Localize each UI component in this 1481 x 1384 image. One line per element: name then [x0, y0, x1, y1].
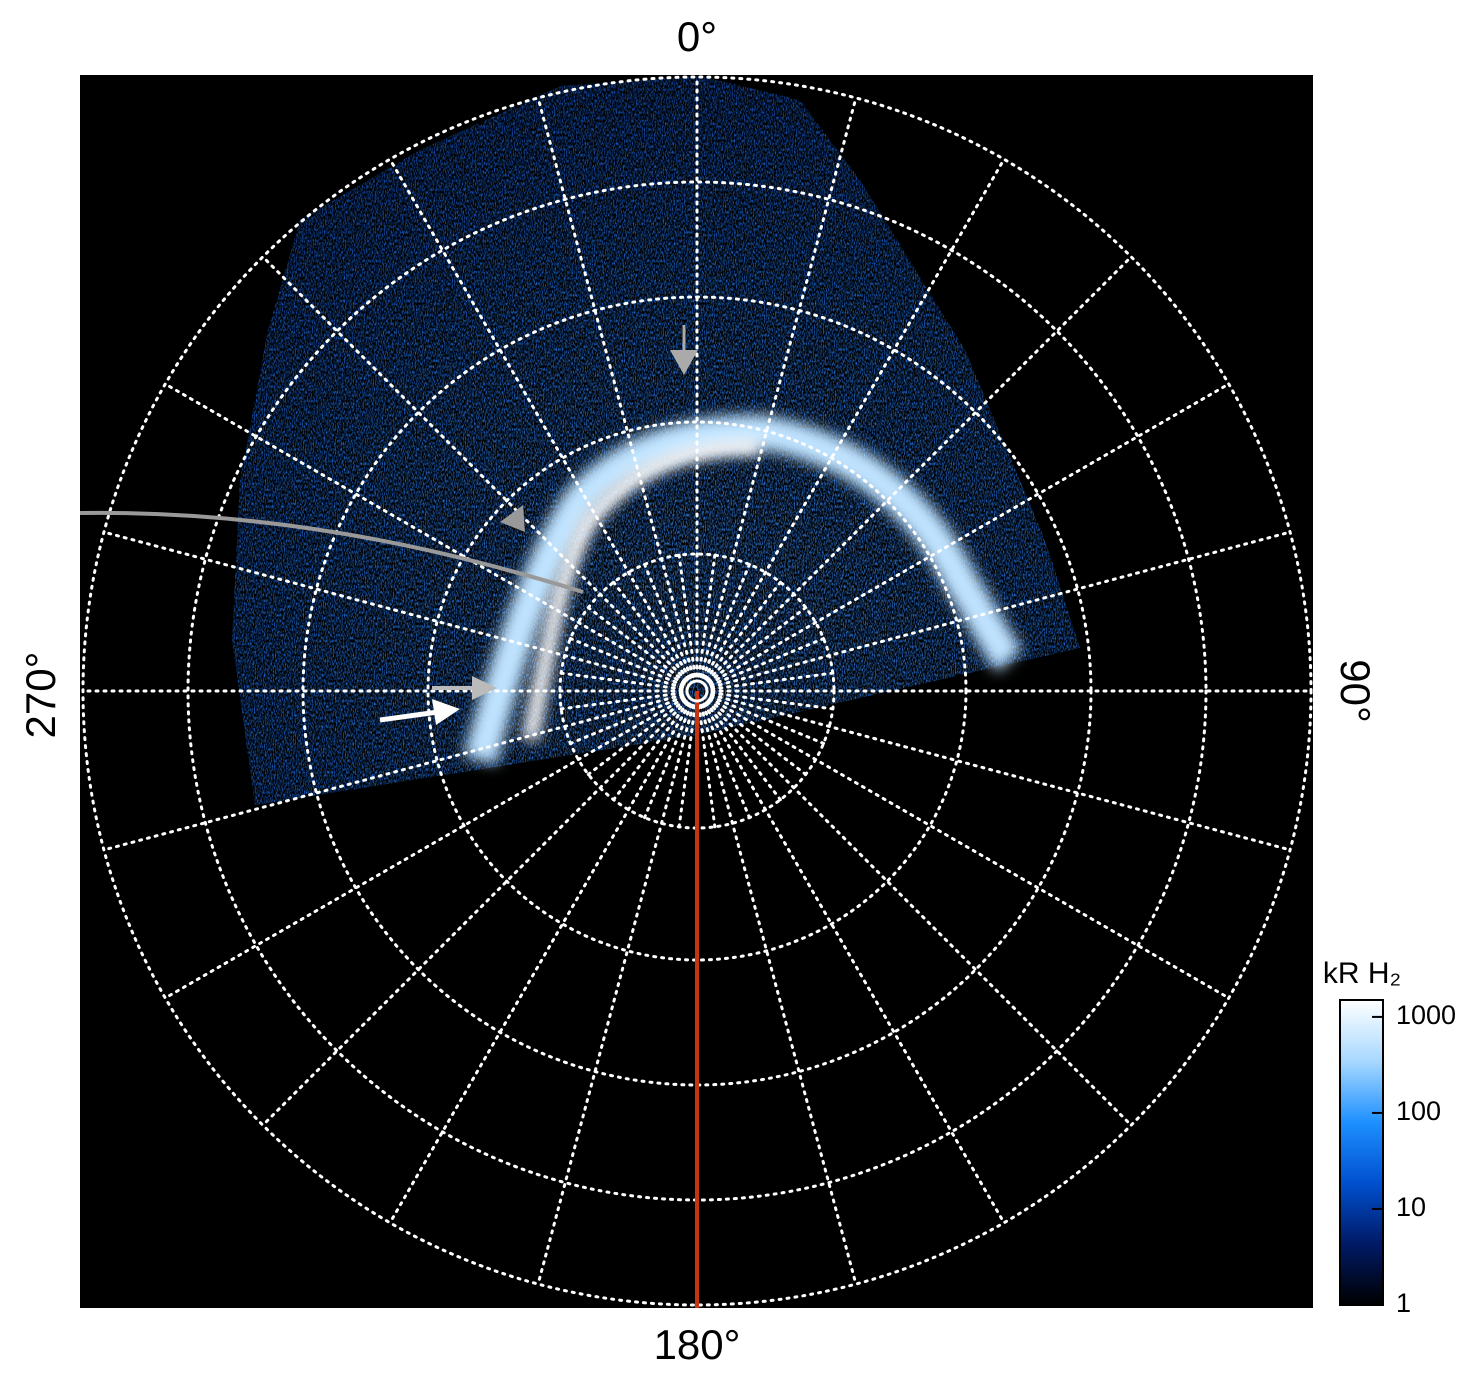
arrow: [670, 350, 698, 375]
grid-circle: [81, 75, 1313, 1307]
footprint-track: [79, 510, 584, 594]
grid-spoke: [709, 693, 1292, 852]
angle-label: 180°: [654, 1321, 741, 1368]
grid-spoke: [708, 382, 1231, 685]
arrow: [472, 676, 497, 700]
grid-circle: [426, 420, 968, 962]
colorbar-tick-label: 10: [1396, 1192, 1426, 1222]
grid-spoke: [261, 700, 688, 1127]
angle-label: 0°: [677, 13, 717, 60]
colorbar-tick-label: 100: [1396, 1096, 1441, 1126]
grid-spoke: [706, 700, 1133, 1127]
grid-spoke: [709, 530, 1292, 689]
angle-label: 90°: [1332, 659, 1379, 723]
colorbar-title: kR H₂: [1323, 957, 1401, 990]
auroral-oval: [463, 414, 1023, 765]
grid-spoke: [536, 703, 695, 1286]
grid-spoke: [699, 96, 858, 679]
colorbar: [1339, 999, 1384, 1306]
grid-spoke: [703, 157, 1006, 680]
grid-spoke: [388, 702, 691, 1225]
polar-grid: [81, 75, 1313, 1307]
grid-spoke: [388, 157, 691, 680]
grid-spoke: [102, 530, 685, 689]
pole-marker: [685, 679, 709, 703]
grid-spoke: [102, 693, 685, 852]
grid-spoke: [163, 697, 686, 1000]
auroral-oval-bright: [522, 438, 761, 742]
arrow: [500, 505, 525, 532]
grid-spoke: [703, 702, 1006, 1225]
arrow: [432, 699, 460, 725]
colorbar-tick-label: 1: [1396, 1288, 1411, 1318]
grid-spoke: [706, 255, 1133, 682]
colorbar-tick-label: 1000: [1396, 1000, 1456, 1030]
grid-spoke: [708, 697, 1231, 1000]
grid-spoke: [699, 703, 858, 1286]
arrow: [379, 709, 439, 723]
grid-spoke: [536, 96, 695, 679]
grid-spoke: [163, 382, 686, 685]
angle-label: 270°: [17, 652, 64, 739]
grid-spoke: [261, 255, 688, 682]
annotation-arrows: [379, 325, 698, 725]
